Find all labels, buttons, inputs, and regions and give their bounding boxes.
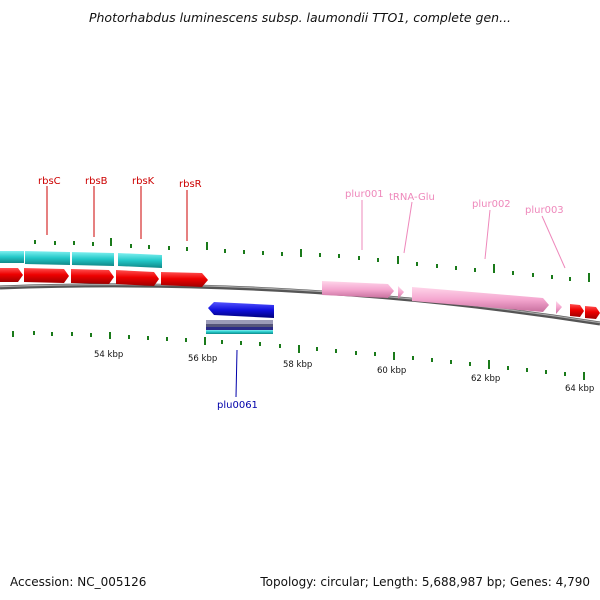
label-leader-lines: [46, 186, 566, 398]
rbs-gene-track: [0, 268, 208, 287]
gene-arrow: [585, 306, 600, 319]
gene-arrow: [0, 268, 23, 282]
tick-label-60kbp: 60 kbp: [377, 366, 406, 376]
genome-summary-text: Topology: circular; Length: 5,688,987 bp…: [260, 575, 590, 589]
cyan-feature: [25, 251, 70, 265]
accession-text: Accession: NC_005126: [10, 575, 147, 589]
map-title: Photorhabdus luminescens subsp. laumondi…: [88, 10, 512, 25]
gene-label-plur003: plur003: [525, 205, 564, 216]
gene-arrow-rbsR: [161, 272, 208, 287]
right-red-genes: [570, 304, 600, 319]
outer-tick-track: [12, 238, 590, 282]
cyan-feature: [0, 251, 24, 263]
feature-band: [206, 320, 273, 324]
tick-label-62kbp: 62 kbp: [471, 374, 500, 384]
tick-label-56kbp: 56 kbp: [188, 354, 217, 364]
gene-label-rbsC: rbsC: [38, 176, 61, 187]
reverse-gene-track: [206, 302, 274, 334]
gene-label-plu0061: plu0061: [217, 400, 258, 411]
gene-arrow-rbsK: [116, 270, 159, 286]
cyan-feature: [72, 252, 114, 266]
gene-arrow-plu0061: [208, 302, 274, 318]
tick-label-64kbp: 64 kbp: [565, 384, 594, 394]
gene-arrow-rbsB: [71, 269, 114, 284]
gene-arrow: [570, 304, 584, 317]
gene-label-plur002: plur002: [472, 199, 511, 210]
feature-band: [206, 327, 273, 330]
gene-label-rbsR: rbsR: [179, 179, 202, 190]
cyan-feature-track: [0, 251, 162, 268]
gene-arrow-rbsC: [24, 268, 69, 283]
gene-arrow-trna-glu: [398, 286, 404, 299]
gene-arrow-plur003: [556, 301, 562, 314]
inner-tick-track: [12, 331, 585, 380]
genome-backbone: [0, 283, 600, 326]
gene-label-plur001: plur001: [345, 189, 384, 200]
tick-label-54kbp: 54 kbp: [94, 350, 123, 360]
gene-label-rbsB: rbsB: [85, 176, 108, 187]
gene-arrow-plur001: [322, 281, 394, 298]
gene-label-rbsK: rbsK: [132, 176, 155, 187]
feature-band: [206, 324, 273, 327]
feature-band: [206, 330, 273, 334]
gene-arrow-plur002: [412, 287, 549, 312]
genome-backbone-highlight: [0, 284, 600, 324]
tick-label-58kbp: 58 kbp: [283, 360, 312, 370]
cyan-feature: [118, 253, 162, 268]
plur-gene-track: [322, 281, 562, 314]
gene-label-trna-glu: tRNA-Glu: [389, 192, 435, 203]
